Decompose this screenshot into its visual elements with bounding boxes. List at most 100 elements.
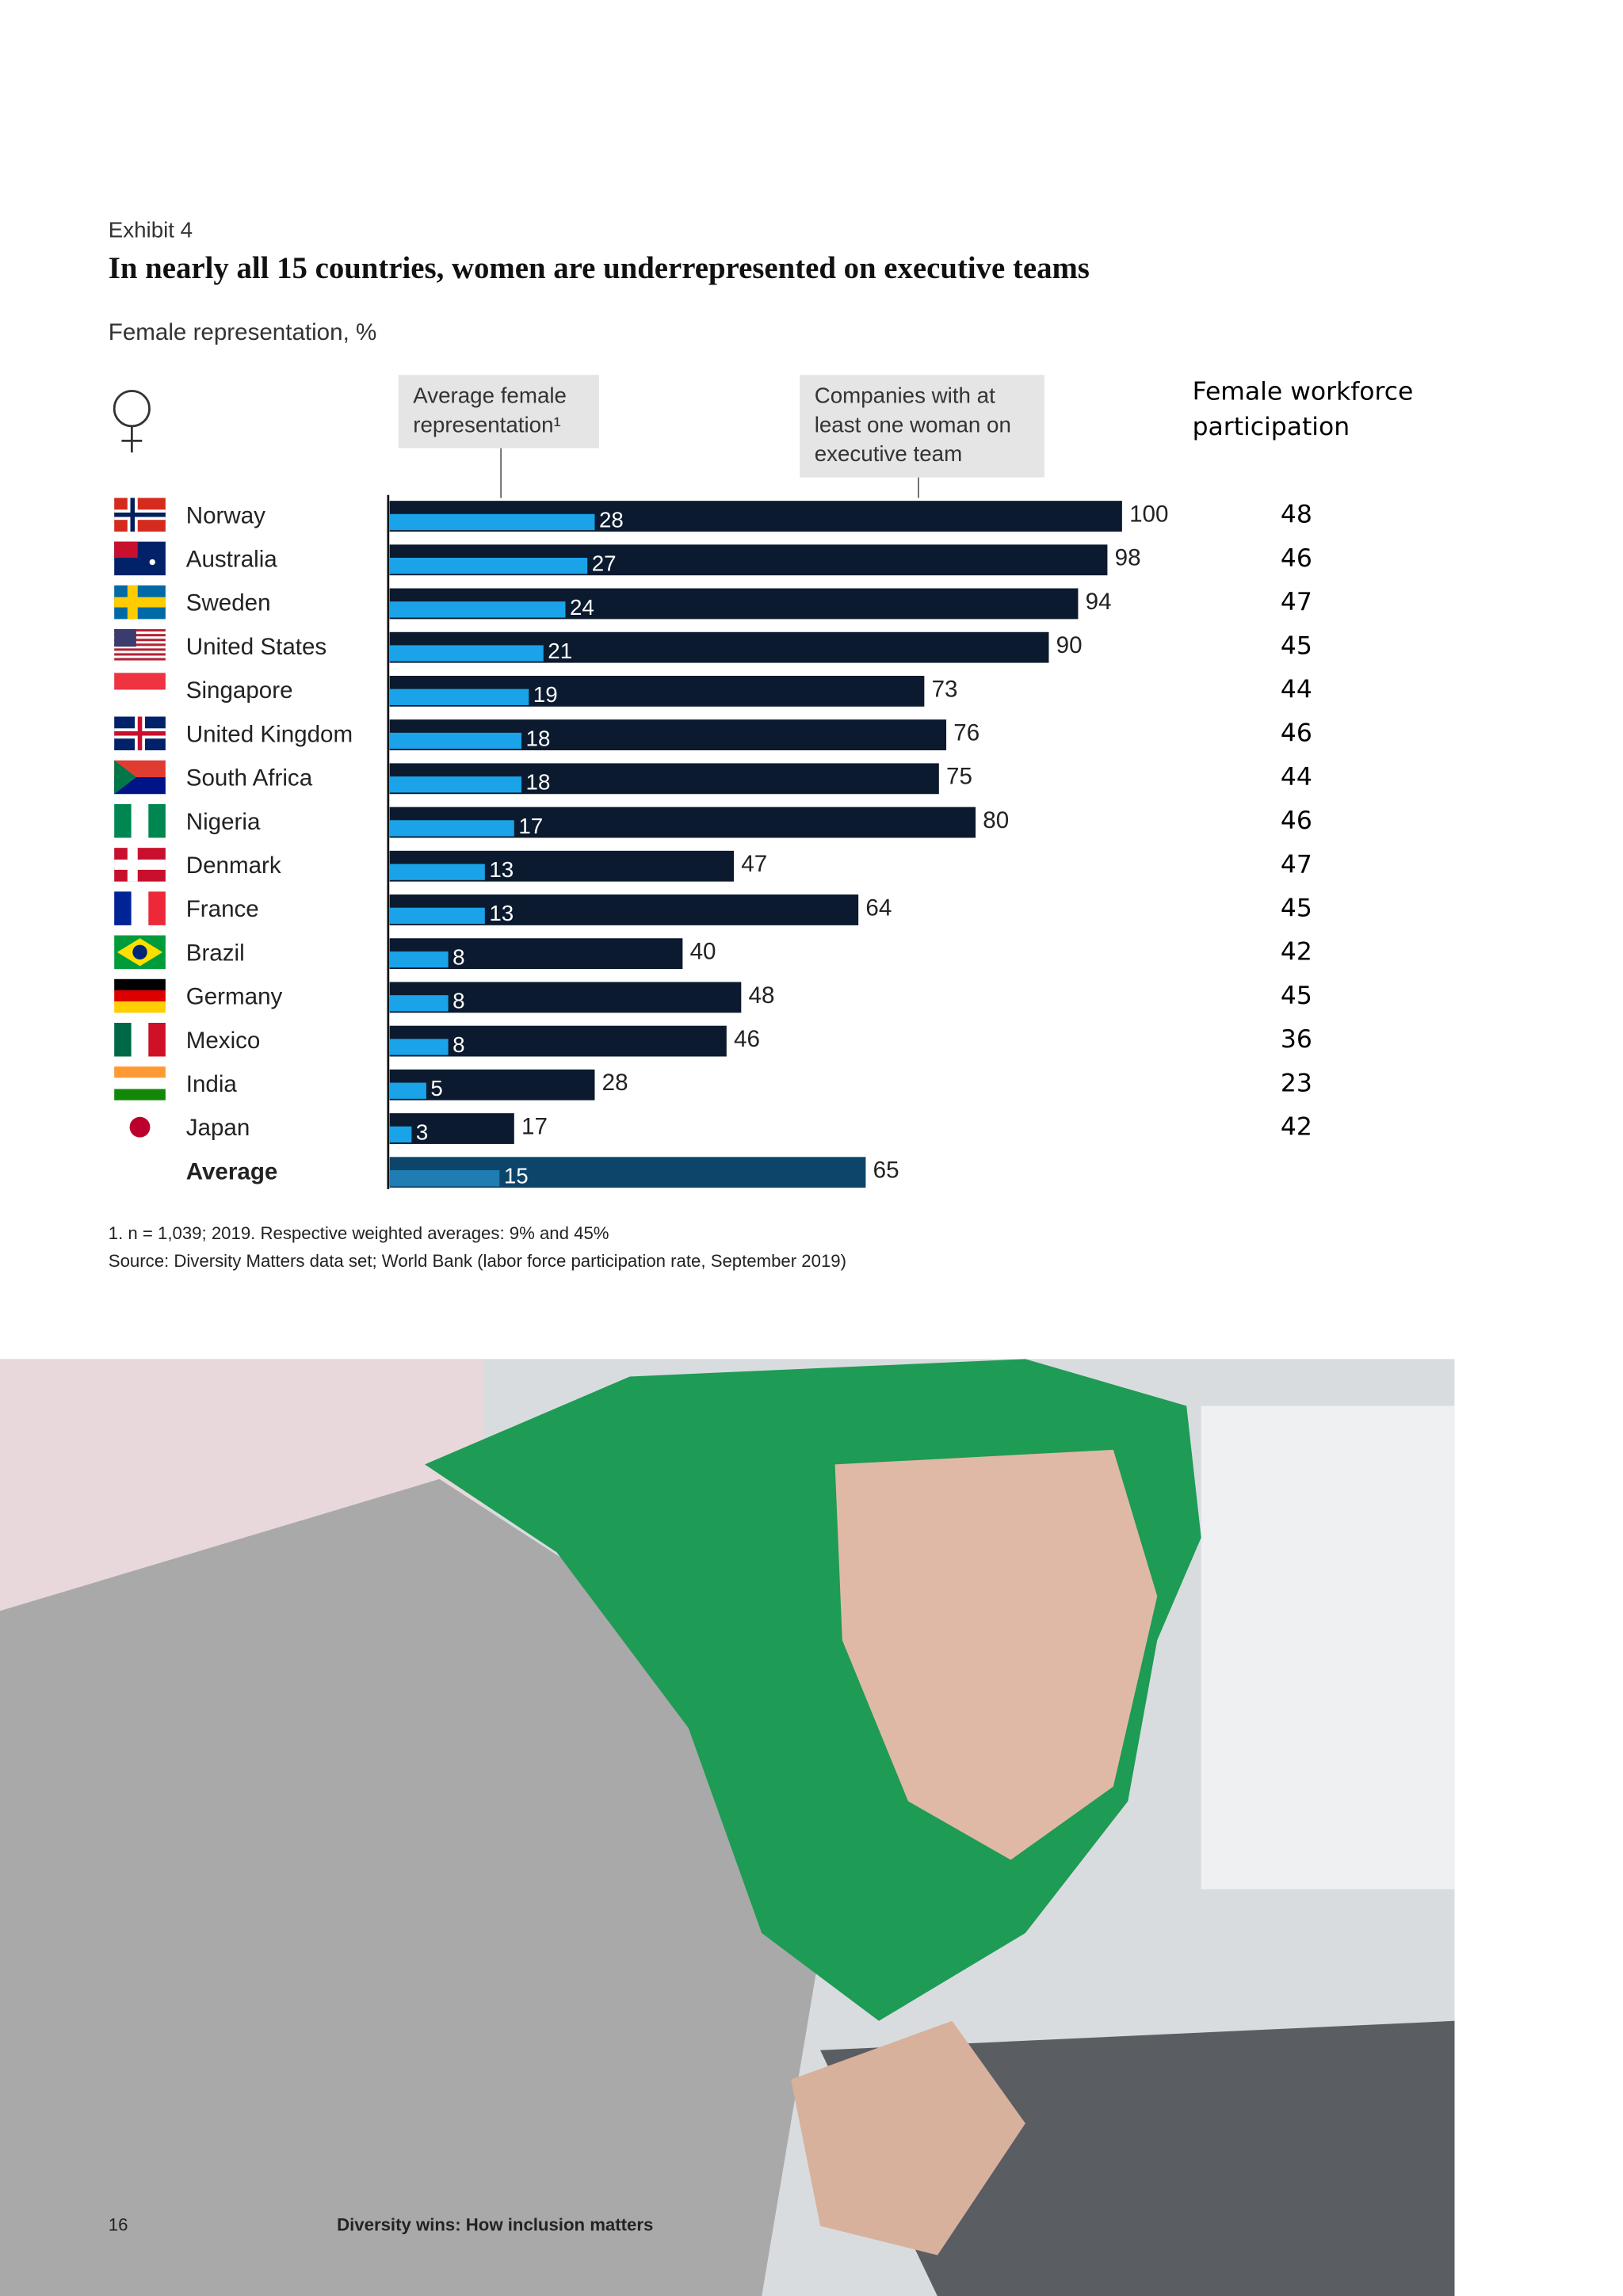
photo-face [834, 1449, 1158, 1860]
chart-title: In nearly all 15 countries, women are un… [109, 251, 1090, 285]
flag-part [114, 891, 132, 925]
bar [389, 907, 485, 925]
value-label: 21 [548, 639, 572, 663]
bar [389, 1082, 426, 1099]
value-label: 8 [453, 989, 464, 1013]
value-label: 76 [953, 720, 980, 746]
flag [114, 498, 166, 532]
value-label: 27 [592, 551, 617, 576]
value-label: 94 [1086, 589, 1112, 615]
value-label: 28 [599, 507, 624, 532]
participation-value: 46 [1281, 544, 1312, 573]
value-label: 8 [453, 944, 464, 969]
bar [389, 1126, 412, 1143]
photo-window [1201, 1405, 1455, 1890]
flag-part [114, 990, 166, 1002]
flag-part [114, 760, 136, 795]
bar [389, 820, 514, 837]
participation-value: 45 [1281, 894, 1312, 923]
flag [114, 1066, 166, 1100]
category-label: Average [186, 1158, 278, 1184]
flag-part [114, 512, 166, 517]
photo-sweater [0, 1478, 821, 2296]
flag-part [114, 639, 166, 642]
value-label: 75 [946, 764, 972, 790]
flag [114, 1022, 166, 1057]
value-label: 8 [453, 1032, 464, 1057]
participation-value: 46 [1281, 719, 1312, 748]
value-label: 46 [734, 1026, 760, 1052]
footer: Diversity wins: How inclusion matters [337, 2214, 653, 2234]
category-label: Japan [186, 1115, 250, 1141]
bar [389, 688, 529, 705]
flag-part [131, 1022, 149, 1057]
category-label: United States [186, 634, 327, 660]
chart-subtitle: Female representation, % [109, 319, 377, 345]
value-label: 18 [526, 726, 551, 750]
flag-part [131, 891, 149, 925]
participation-value: 42 [1281, 938, 1312, 967]
category-label: Sweden [186, 590, 271, 616]
bar [389, 1039, 449, 1055]
flag-part [114, 803, 132, 838]
exhibit-label: Exhibit 4 [109, 217, 193, 242]
bar [389, 645, 544, 662]
value-label: 28 [602, 1070, 628, 1096]
flag-part [132, 944, 147, 960]
value-label: 15 [504, 1164, 529, 1188]
flag [114, 935, 166, 970]
column-header: Female workforce participation [1192, 377, 1414, 443]
participation-value: 45 [1281, 631, 1312, 660]
value-label: 17 [521, 1113, 548, 1139]
value-label: 65 [873, 1158, 899, 1184]
flag-part [114, 1077, 166, 1089]
flag-part [114, 629, 136, 647]
participation-value: 47 [1281, 850, 1312, 879]
legend-entry: Companies with at least one woman on exe… [800, 375, 1044, 478]
photo [0, 1359, 1455, 2296]
bar [389, 558, 588, 574]
category-label: France [186, 896, 259, 922]
source: Source: Diversity Matters data set; Worl… [109, 1251, 846, 1271]
category-label: Norway [186, 502, 265, 528]
value-label: 40 [690, 939, 716, 965]
flag-part [149, 559, 155, 566]
photo-hand [791, 2020, 1025, 2256]
flag [114, 848, 166, 882]
flag [114, 891, 166, 925]
legend-entry: Average female representation¹ [398, 375, 599, 448]
value-label: 48 [749, 982, 775, 1009]
flag-part [114, 653, 166, 656]
participation-value: 48 [1281, 501, 1312, 529]
value-label: 17 [518, 814, 543, 838]
value-label: 73 [932, 676, 958, 702]
value-label: 98 [1115, 545, 1141, 571]
flag [114, 760, 166, 795]
bar [389, 776, 522, 793]
flag-part [114, 689, 166, 707]
participation-value: 45 [1281, 982, 1312, 1010]
bar [389, 1169, 500, 1187]
bar [389, 732, 522, 749]
category-label: Singapore [186, 677, 293, 704]
bar [389, 864, 485, 880]
flag-part [114, 658, 166, 661]
female-symbol [113, 390, 151, 453]
value-label: 90 [1056, 632, 1083, 658]
flag-part [114, 1001, 166, 1013]
flag-part [114, 648, 166, 651]
page-number: 16 [109, 2214, 128, 2234]
participation-value: 42 [1281, 1113, 1312, 1142]
value-label: 13 [489, 857, 514, 882]
category-label: United Kingdom [186, 721, 353, 747]
flag-part [148, 891, 166, 925]
category-label: Germany [186, 984, 283, 1010]
value-label: 19 [533, 682, 558, 707]
flag-part [114, 634, 166, 637]
value-label: 80 [983, 807, 1009, 833]
category-label: Denmark [186, 852, 281, 879]
flag-part [114, 629, 166, 632]
flag-part [114, 541, 138, 559]
